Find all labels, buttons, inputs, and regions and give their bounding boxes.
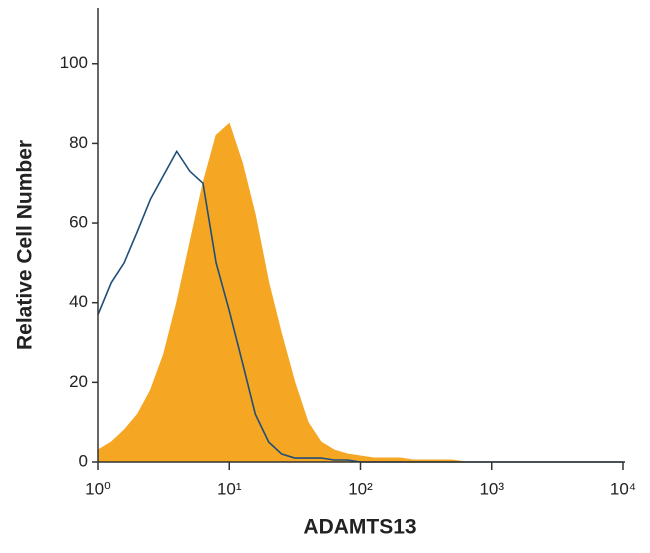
x-tick-label: 10³ [479, 479, 504, 498]
y-axis-title: Relative Cell Number [14, 140, 37, 350]
y-tick-label: 80 [69, 133, 88, 152]
y-tick-label: 20 [69, 372, 88, 391]
y-tick-label: 100 [60, 53, 88, 72]
histogram-area [97, 122, 623, 463]
x-tick-label: 10² [348, 479, 373, 498]
x-tick-label: 10⁴ [610, 479, 636, 498]
x-tick-label: 10¹ [217, 479, 242, 498]
x-tick-label: 10⁰ [85, 479, 111, 498]
y-tick-label: 40 [69, 292, 88, 311]
y-tick-label: 60 [69, 213, 88, 232]
y-tick-label: 0 [79, 451, 88, 470]
x-axis-title: ADAMTS13 [303, 516, 416, 539]
